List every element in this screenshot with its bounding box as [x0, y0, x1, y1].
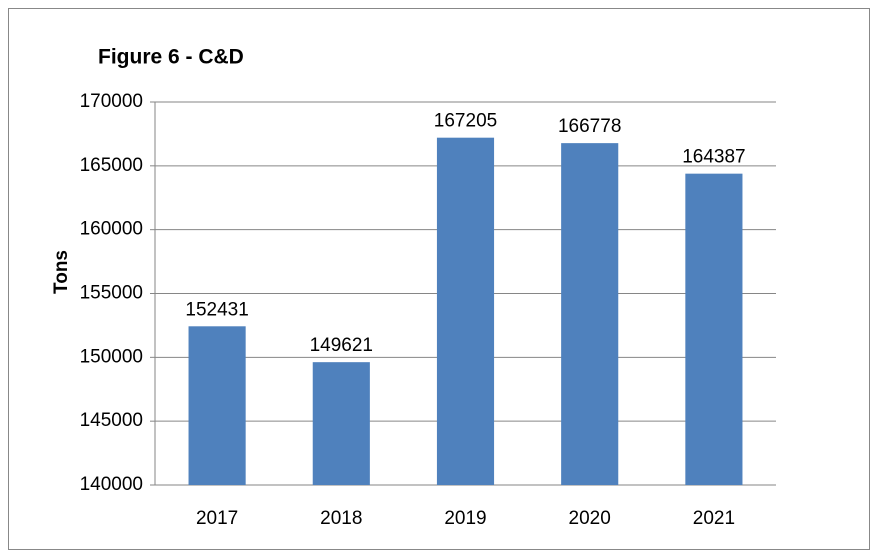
x-tick-label: 2020 — [569, 508, 611, 529]
data-label: 152431 — [185, 299, 248, 320]
data-label: 164387 — [682, 147, 745, 168]
bar — [561, 143, 619, 485]
y-tick-label: 155000 — [80, 283, 143, 304]
y-tick-label: 140000 — [80, 474, 143, 495]
y-axis-label: Tons — [51, 250, 72, 294]
y-tick-label: 165000 — [80, 155, 143, 176]
x-tick-label: 2018 — [320, 508, 362, 529]
x-tick-label: 2021 — [693, 508, 735, 529]
x-tick-label: 2017 — [196, 508, 238, 529]
y-tick-label: 160000 — [80, 219, 143, 240]
y-tick-label: 145000 — [80, 410, 143, 431]
y-tick-label: 150000 — [80, 346, 143, 367]
x-tick-label: 2019 — [444, 508, 486, 529]
data-label: 166778 — [558, 116, 621, 137]
data-label: 167205 — [434, 111, 497, 132]
bar — [188, 326, 246, 485]
data-label: 149621 — [310, 335, 373, 356]
chart-title: Figure 6 - C&D — [98, 46, 244, 69]
bar — [312, 362, 370, 485]
bar — [685, 173, 743, 485]
y-tick-label: 170000 — [80, 91, 143, 112]
bar — [436, 137, 495, 485]
